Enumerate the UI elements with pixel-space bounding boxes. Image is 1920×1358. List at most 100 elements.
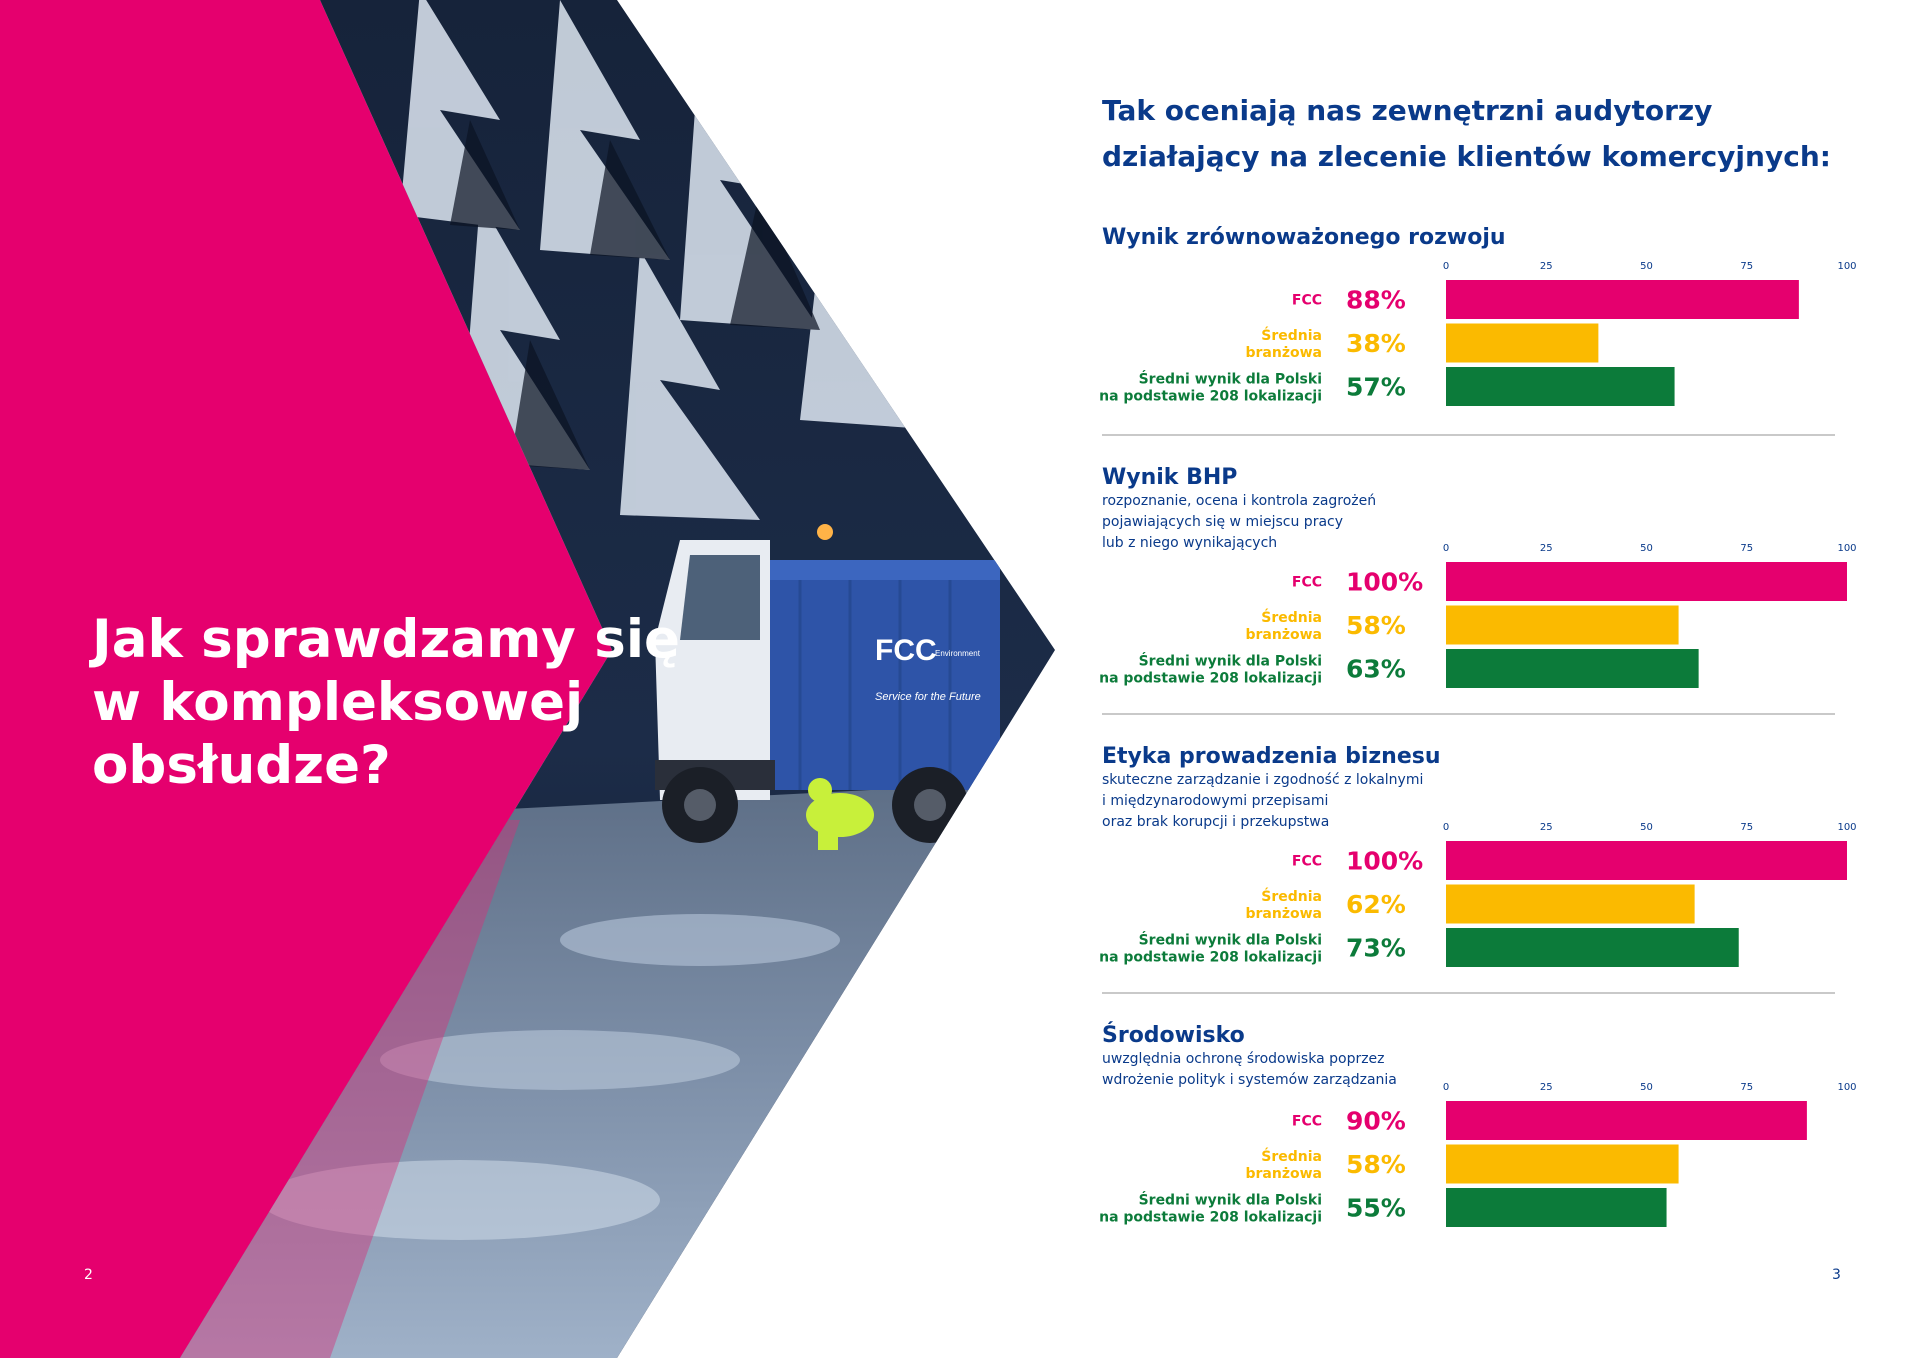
page-number-left: 2	[84, 1267, 93, 1283]
axis-tick-label: 75	[1740, 261, 1753, 272]
category-label: na podstawie 208 lokalizacji	[1099, 389, 1322, 405]
axis-tick-label: 25	[1540, 543, 1553, 554]
page-headline: Jak sprawdzamy się w kompleksowej obsłud…	[92, 608, 680, 797]
category-label: Średnia	[1261, 887, 1322, 905]
value-label: 38%	[1346, 329, 1406, 358]
chart-bhp: 0 25 50 75 100 100% FCC 58% Średnia branżowa 63% Śr…	[1099, 542, 1857, 692]
section-description: rozpoznanie, ocena i kontrola zagrożeń p…	[1102, 491, 1842, 554]
category-label: Średnia	[1261, 608, 1322, 626]
intro-heading: Tak oceniają nas zewnętrzni audytorzy dz…	[1102, 88, 1831, 180]
axis-tick-label: 25	[1540, 261, 1553, 272]
category-label: FCC	[1292, 293, 1322, 309]
description-line: rozpoznanie, ocena i kontrola zagrożeń	[1102, 493, 1377, 509]
chart-environment: 0 25 50 75 100 90% FCC 58% Średnia branżowa 55% Śre…	[1099, 1081, 1857, 1231]
description-line: i międzynarodowymi przepisami	[1102, 793, 1329, 809]
magenta-panel	[0, 0, 612, 1358]
value-label: 100%	[1346, 568, 1423, 597]
section-description: skuteczne zarządzanie i zgodność z lokal…	[1102, 770, 1842, 833]
category-label: branżowa	[1246, 345, 1323, 361]
section-sustainability: Wynik zrównoważonego rozwoju	[1102, 225, 1842, 250]
value-label: 62%	[1346, 890, 1406, 919]
chart-sustainability: 0 25 50 75 100 88% FCC 38% Średnia branżowa 57% Śre…	[1099, 260, 1857, 410]
description-line: wdrożenie polityk i systemów zarządzania	[1102, 1072, 1397, 1088]
category-label: branżowa	[1246, 627, 1323, 643]
axis-tick-label: 25	[1540, 1082, 1553, 1093]
axis-tick-label: 0	[1443, 822, 1449, 833]
bar	[1446, 280, 1799, 319]
axis-tick-label: 0	[1443, 261, 1449, 272]
value-label: 90%	[1346, 1107, 1406, 1136]
description-line: oraz brak korupcji i przekupstwa	[1102, 814, 1330, 830]
section-title: Wynik BHP	[1102, 465, 1238, 490]
divider	[1102, 992, 1835, 994]
bar	[1446, 1101, 1807, 1140]
section-ethics: Etyka prowadzenia biznesu skuteczne zarz…	[1102, 744, 1842, 833]
description-line: pojawiających się w miejscu pracy	[1102, 514, 1344, 530]
section-description: uwzględnia ochronę środowiska poprzez wd…	[1102, 1049, 1842, 1091]
description-line: lub z niego wynikających	[1102, 535, 1278, 551]
category-label: FCC	[1292, 575, 1322, 591]
axis-tick-label: 75	[1740, 543, 1753, 554]
headline-line: Jak sprawdzamy się	[92, 609, 680, 670]
section-environment: Środowisko uwzględnia ochronę środowiska…	[1102, 1023, 1842, 1091]
category-label: Średni wynik dla Polski	[1139, 931, 1322, 949]
axis-tick-label: 100	[1837, 261, 1856, 272]
bar	[1446, 1188, 1667, 1227]
category-label: FCC	[1292, 1114, 1322, 1130]
value-label: 58%	[1346, 611, 1406, 640]
value-label: 73%	[1346, 934, 1406, 963]
category-label: Średni wynik dla Polski	[1139, 1191, 1322, 1209]
section-bhp: Wynik BHP rozpoznanie, ocena i kontrola …	[1102, 465, 1842, 554]
section-title: Środowisko	[1102, 1023, 1245, 1048]
section-title: Etyka prowadzenia biznesu	[1102, 744, 1441, 769]
category-label: Średnia	[1261, 326, 1322, 344]
bar	[1446, 928, 1739, 967]
category-label: na podstawie 208 lokalizacji	[1099, 671, 1322, 687]
description-line: skuteczne zarządzanie i zgodność z lokal…	[1102, 772, 1424, 788]
category-label: branżowa	[1246, 906, 1323, 922]
divider	[1102, 713, 1835, 715]
chart-ethics: 0 25 50 75 100 100% FCC 62% Średnia branżowa 73% Śr…	[1099, 821, 1857, 971]
truck-logo: FCC	[875, 634, 937, 667]
cover-artwork: FCC Environment Service for the Future	[0, 0, 1055, 1358]
bar	[1446, 562, 1847, 601]
axis-tick-label: 75	[1740, 1082, 1753, 1093]
axis-tick-label: 50	[1640, 822, 1653, 833]
headline-line: w kompleksowej	[92, 672, 584, 733]
axis-tick-label: 0	[1443, 1082, 1449, 1093]
axis-tick-label: 50	[1640, 1082, 1653, 1093]
category-label: Średnia	[1261, 1147, 1322, 1165]
page-number-right: 3	[1832, 1267, 1841, 1283]
axis-tick-label: 100	[1837, 822, 1856, 833]
value-label: 88%	[1346, 286, 1406, 315]
category-label: branżowa	[1246, 1166, 1323, 1182]
category-label: FCC	[1292, 854, 1322, 870]
value-label: 55%	[1346, 1194, 1406, 1223]
truck-slogan: Service for the Future	[875, 691, 981, 703]
axis-tick-label: 100	[1837, 543, 1856, 554]
intro-line: działający na zlecenie klientów komercyj…	[1102, 140, 1831, 173]
axis-tick-label: 25	[1540, 822, 1553, 833]
truck-logo-sub: Environment	[935, 649, 981, 658]
axis-tick-label: 50	[1640, 543, 1653, 554]
divider	[1102, 434, 1835, 436]
bar	[1446, 841, 1847, 880]
axis-tick-label: 75	[1740, 822, 1753, 833]
headline-line: obsłudze?	[92, 735, 391, 796]
tree-shadows	[450, 120, 820, 470]
left-page: FCC Environment Service for the Future J…	[0, 0, 1055, 1358]
bar	[1446, 367, 1675, 406]
intro-line: Tak oceniają nas zewnętrzni audytorzy	[1102, 94, 1713, 127]
axis-tick-label: 0	[1443, 543, 1449, 554]
value-label: 63%	[1346, 655, 1406, 684]
section-title: Wynik zrównoważonego rozwoju	[1102, 225, 1506, 250]
garbage-truck: FCC Environment Service for the Future	[655, 524, 1000, 843]
category-label: Średni wynik dla Polski	[1139, 370, 1322, 388]
worker-hi-vis	[806, 778, 874, 850]
description-line: uwzględnia ochronę środowiska poprzez	[1102, 1051, 1385, 1067]
category-label: na podstawie 208 lokalizacji	[1099, 950, 1322, 966]
